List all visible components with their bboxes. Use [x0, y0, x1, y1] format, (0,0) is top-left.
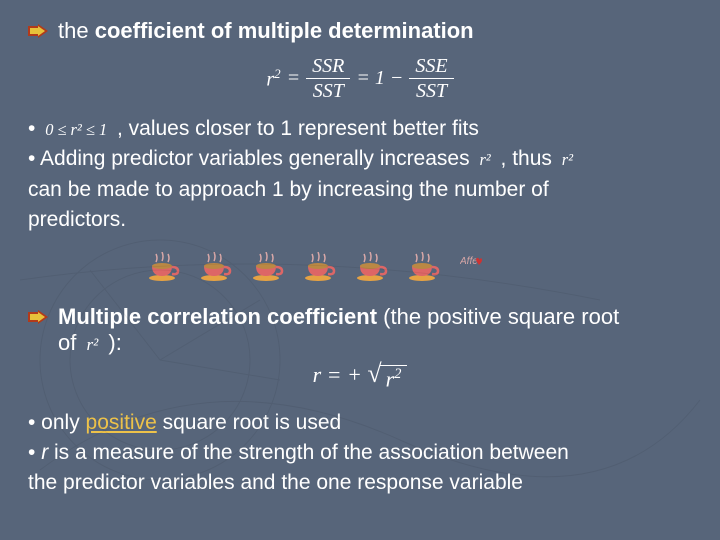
bullet-line3: can be made to approach 1 by increasing … — [28, 176, 692, 204]
heading-multiple-correlation: Multiple correlation coefficient (the po… — [28, 304, 692, 356]
decorative-cups-row: Affe — [148, 252, 692, 282]
heading-coefficient: the coefficient of multiple determinatio… — [28, 18, 692, 44]
teacup-icon — [148, 252, 182, 282]
formula-r-sqrt: r = + √ r2 — [28, 362, 692, 392]
teacup-icon — [304, 252, 338, 282]
bullet-line4: predictors. — [28, 206, 692, 234]
formula-r-squared: r2 = SSR SST = 1 − SSE SST — [28, 56, 692, 101]
teacup-icon — [356, 252, 390, 282]
teacup-icon — [200, 252, 234, 282]
bullet-positive-root: • only positive square root is used — [28, 409, 692, 437]
svg-text:Affe: Affe — [460, 256, 478, 267]
heading2-text: Multiple correlation coefficient (the po… — [58, 304, 619, 356]
arrow-icon — [28, 310, 48, 324]
heart-icon: Affe — [460, 252, 482, 282]
bullet-range: • 0 ≤ r² ≤ 1 , values closer to 1 repres… — [28, 115, 692, 143]
bullet-r-measure-2: the predictor variables and the one resp… — [28, 469, 692, 497]
bullet-adding-predictors: • Adding predictor variables generally i… — [28, 145, 692, 173]
arrow-icon — [28, 24, 48, 38]
bullets-group-1: • 0 ≤ r² ≤ 1 , values closer to 1 repres… — [28, 115, 692, 234]
teacup-icon — [252, 252, 286, 282]
bullets-group-2: • only positive square root is used • r … — [28, 409, 692, 498]
heading1-text: the coefficient of multiple determinatio… — [58, 18, 474, 44]
teacup-icon — [408, 252, 442, 282]
bullet-r-measure: • r is a measure of the strength of the … — [28, 439, 692, 467]
